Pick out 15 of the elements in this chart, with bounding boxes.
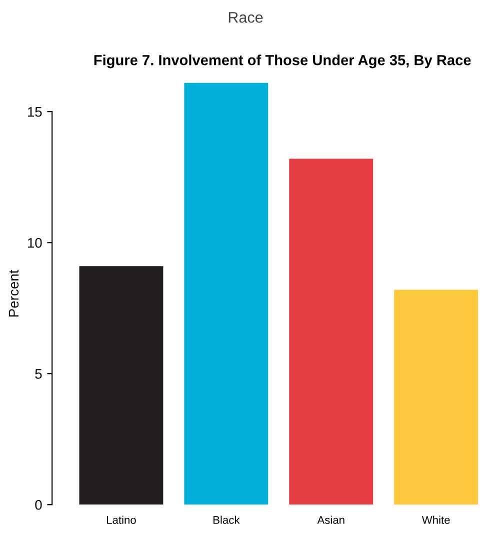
x-tick-label: White — [422, 516, 450, 524]
y-tick-label: 10 — [28, 238, 42, 248]
chart-subtitle: Figure 7. Involvement of Those Under Age 35, By Race — [94, 54, 471, 68]
x-tick-label: Asian — [317, 516, 344, 524]
y-axis-title: Percent — [8, 270, 19, 316]
bar — [394, 290, 478, 505]
y-tick-label: 15 — [28, 107, 42, 117]
y-tick-label: 0 — [35, 500, 42, 510]
bar — [79, 266, 164, 505]
chart-title: Race — [228, 12, 263, 23]
bar — [184, 82, 268, 505]
bar — [289, 158, 374, 505]
y-tick-label: 5 — [35, 369, 42, 379]
x-tick-label: Latino — [106, 516, 136, 524]
x-tick-label: Black — [213, 516, 240, 524]
